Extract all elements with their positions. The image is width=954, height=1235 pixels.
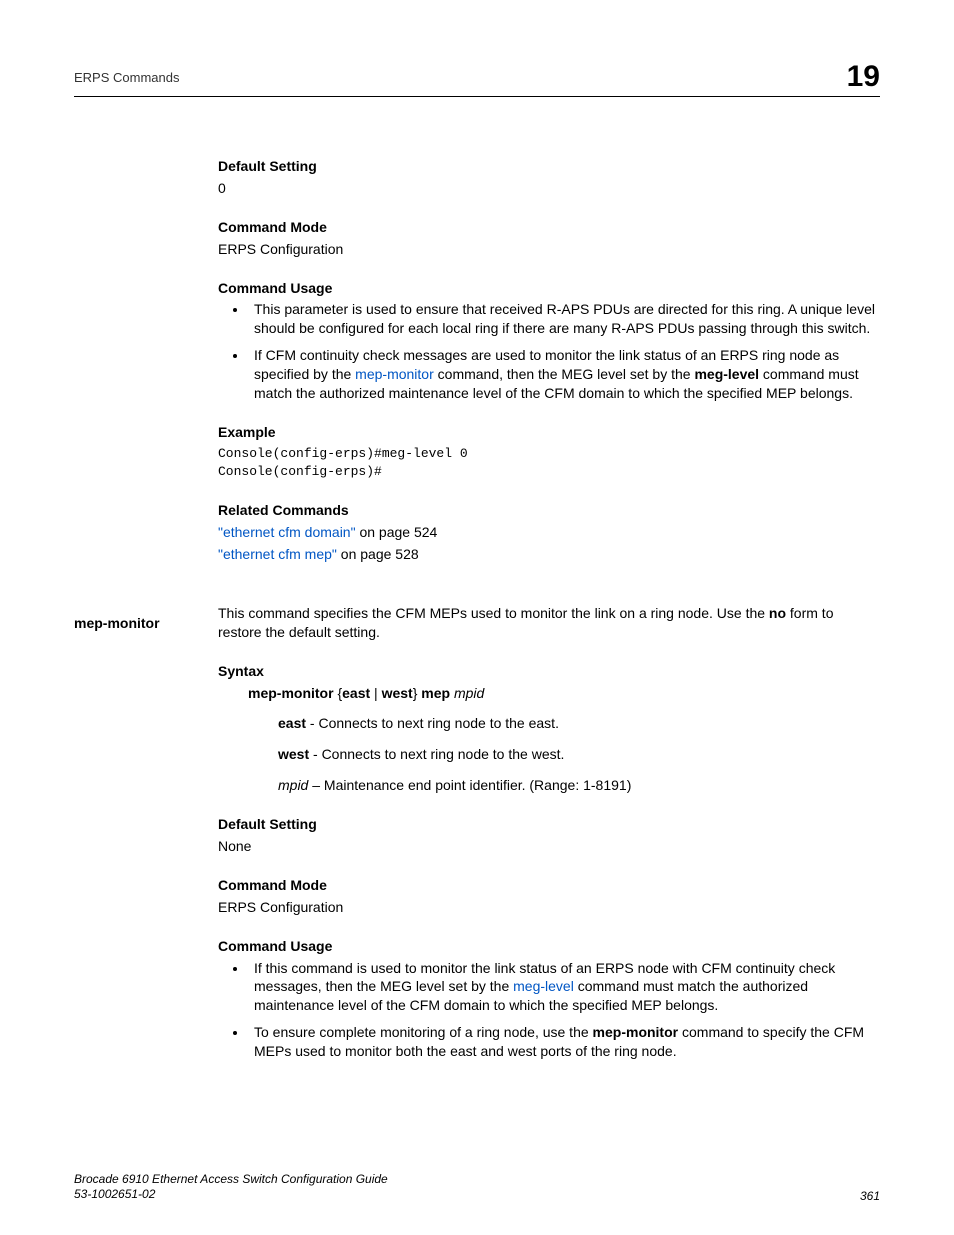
command-mode-value: ERPS Configuration	[218, 898, 880, 917]
related-command-line: "ethernet cfm mep" on page 528	[218, 545, 880, 564]
footer-title: Brocade 6910 Ethernet Access Switch Conf…	[74, 1172, 388, 1188]
footer-docnum: 53-1002651-02	[74, 1187, 388, 1203]
command-mode-heading: Command Mode	[218, 876, 880, 895]
syntax-def-west: west - Connects to next ring node to the…	[278, 745, 880, 764]
usage-item: This parameter is used to ensure that re…	[248, 300, 880, 338]
command-usage-heading: Command Usage	[218, 279, 880, 298]
mep-monitor-link[interactable]: mep-monitor	[355, 366, 434, 382]
chapter-number: 19	[847, 62, 880, 92]
command-intro: This command specifies the CFM MEPs used…	[218, 604, 880, 642]
command-name-sidebar: mep-monitor	[74, 615, 160, 631]
syntax-line: mep-monitor {east | west} mep mpid	[248, 684, 880, 703]
usage-item: If CFM continuity check messages are use…	[248, 346, 880, 403]
west-desc: - Connects to next ring node to the west…	[309, 746, 564, 762]
mpid-desc: – Maintenance end point identifier. (Ran…	[308, 777, 631, 793]
intro-text: This command specifies the CFM MEPs used…	[218, 605, 769, 621]
related-command-line: "ethernet cfm domain" on page 524	[218, 523, 880, 542]
main-content: Default Setting 0 Command Mode ERPS Conf…	[218, 157, 880, 564]
syntax-def-mpid: mpid – Maintenance end point identifier.…	[278, 776, 880, 795]
syntax-west: west	[382, 685, 413, 701]
east-desc: - Connects to next ring node to the east…	[306, 715, 559, 731]
meg-level-link[interactable]: meg-level	[513, 978, 574, 994]
mep-monitor-section: This command specifies the CFM MEPs used…	[218, 604, 880, 1061]
syntax-punct: |	[370, 685, 381, 701]
ethernet-cfm-mep-link[interactable]: "ethernet cfm mep"	[218, 546, 337, 562]
usage-text: To ensure complete monitoring of a ring …	[254, 1024, 593, 1040]
usage-list: This parameter is used to ensure that re…	[218, 300, 880, 402]
syntax-block: mep-monitor {east | west} mep mpid east …	[248, 684, 880, 796]
command-mode-heading: Command Mode	[218, 218, 880, 237]
east-keyword: east	[278, 715, 306, 731]
usage-item: To ensure complete monitoring of a ring …	[248, 1023, 880, 1061]
related-commands-heading: Related Commands	[218, 501, 880, 520]
syntax-east: east	[342, 685, 370, 701]
syntax-cmd: mep-monitor	[248, 685, 334, 701]
default-setting-heading: Default Setting	[218, 815, 880, 834]
footer-doc-info: Brocade 6910 Ethernet Access Switch Conf…	[74, 1172, 388, 1203]
example-code: Console(config-erps)#meg-level 0 Console…	[218, 445, 880, 481]
mpid-keyword: mpid	[278, 777, 308, 793]
command-usage-heading: Command Usage	[218, 937, 880, 956]
default-setting-heading: Default Setting	[218, 157, 880, 176]
usage-item: If this command is used to monitor the l…	[248, 959, 880, 1016]
syntax-def-east: east - Connects to next ring node to the…	[278, 714, 880, 733]
syntax-punct: {	[334, 685, 343, 701]
ethernet-cfm-domain-link[interactable]: "ethernet cfm domain"	[218, 524, 356, 540]
usage-text: command, then the MEG level set by the	[434, 366, 695, 382]
mep-monitor-term: mep-monitor	[593, 1024, 679, 1040]
default-setting-value: None	[218, 837, 880, 856]
page-number: 361	[860, 1189, 880, 1203]
header-section-title: ERPS Commands	[74, 62, 179, 85]
meg-level-term: meg-level	[694, 366, 759, 382]
related-page-ref: on page 524	[356, 524, 438, 540]
syntax-heading: Syntax	[218, 662, 880, 681]
page-header: ERPS Commands 19	[74, 62, 880, 97]
page-footer: Brocade 6910 Ethernet Access Switch Conf…	[74, 1172, 880, 1203]
syntax-mep: mep	[421, 685, 450, 701]
default-setting-value: 0	[218, 179, 880, 198]
usage-list: If this command is used to monitor the l…	[218, 959, 880, 1061]
west-keyword: west	[278, 746, 309, 762]
syntax-mpid: mpid	[454, 685, 484, 701]
related-page-ref: on page 528	[337, 546, 419, 562]
syntax-punct: }	[413, 685, 422, 701]
no-keyword: no	[769, 605, 786, 621]
command-mode-value: ERPS Configuration	[218, 240, 880, 259]
example-heading: Example	[218, 423, 880, 442]
